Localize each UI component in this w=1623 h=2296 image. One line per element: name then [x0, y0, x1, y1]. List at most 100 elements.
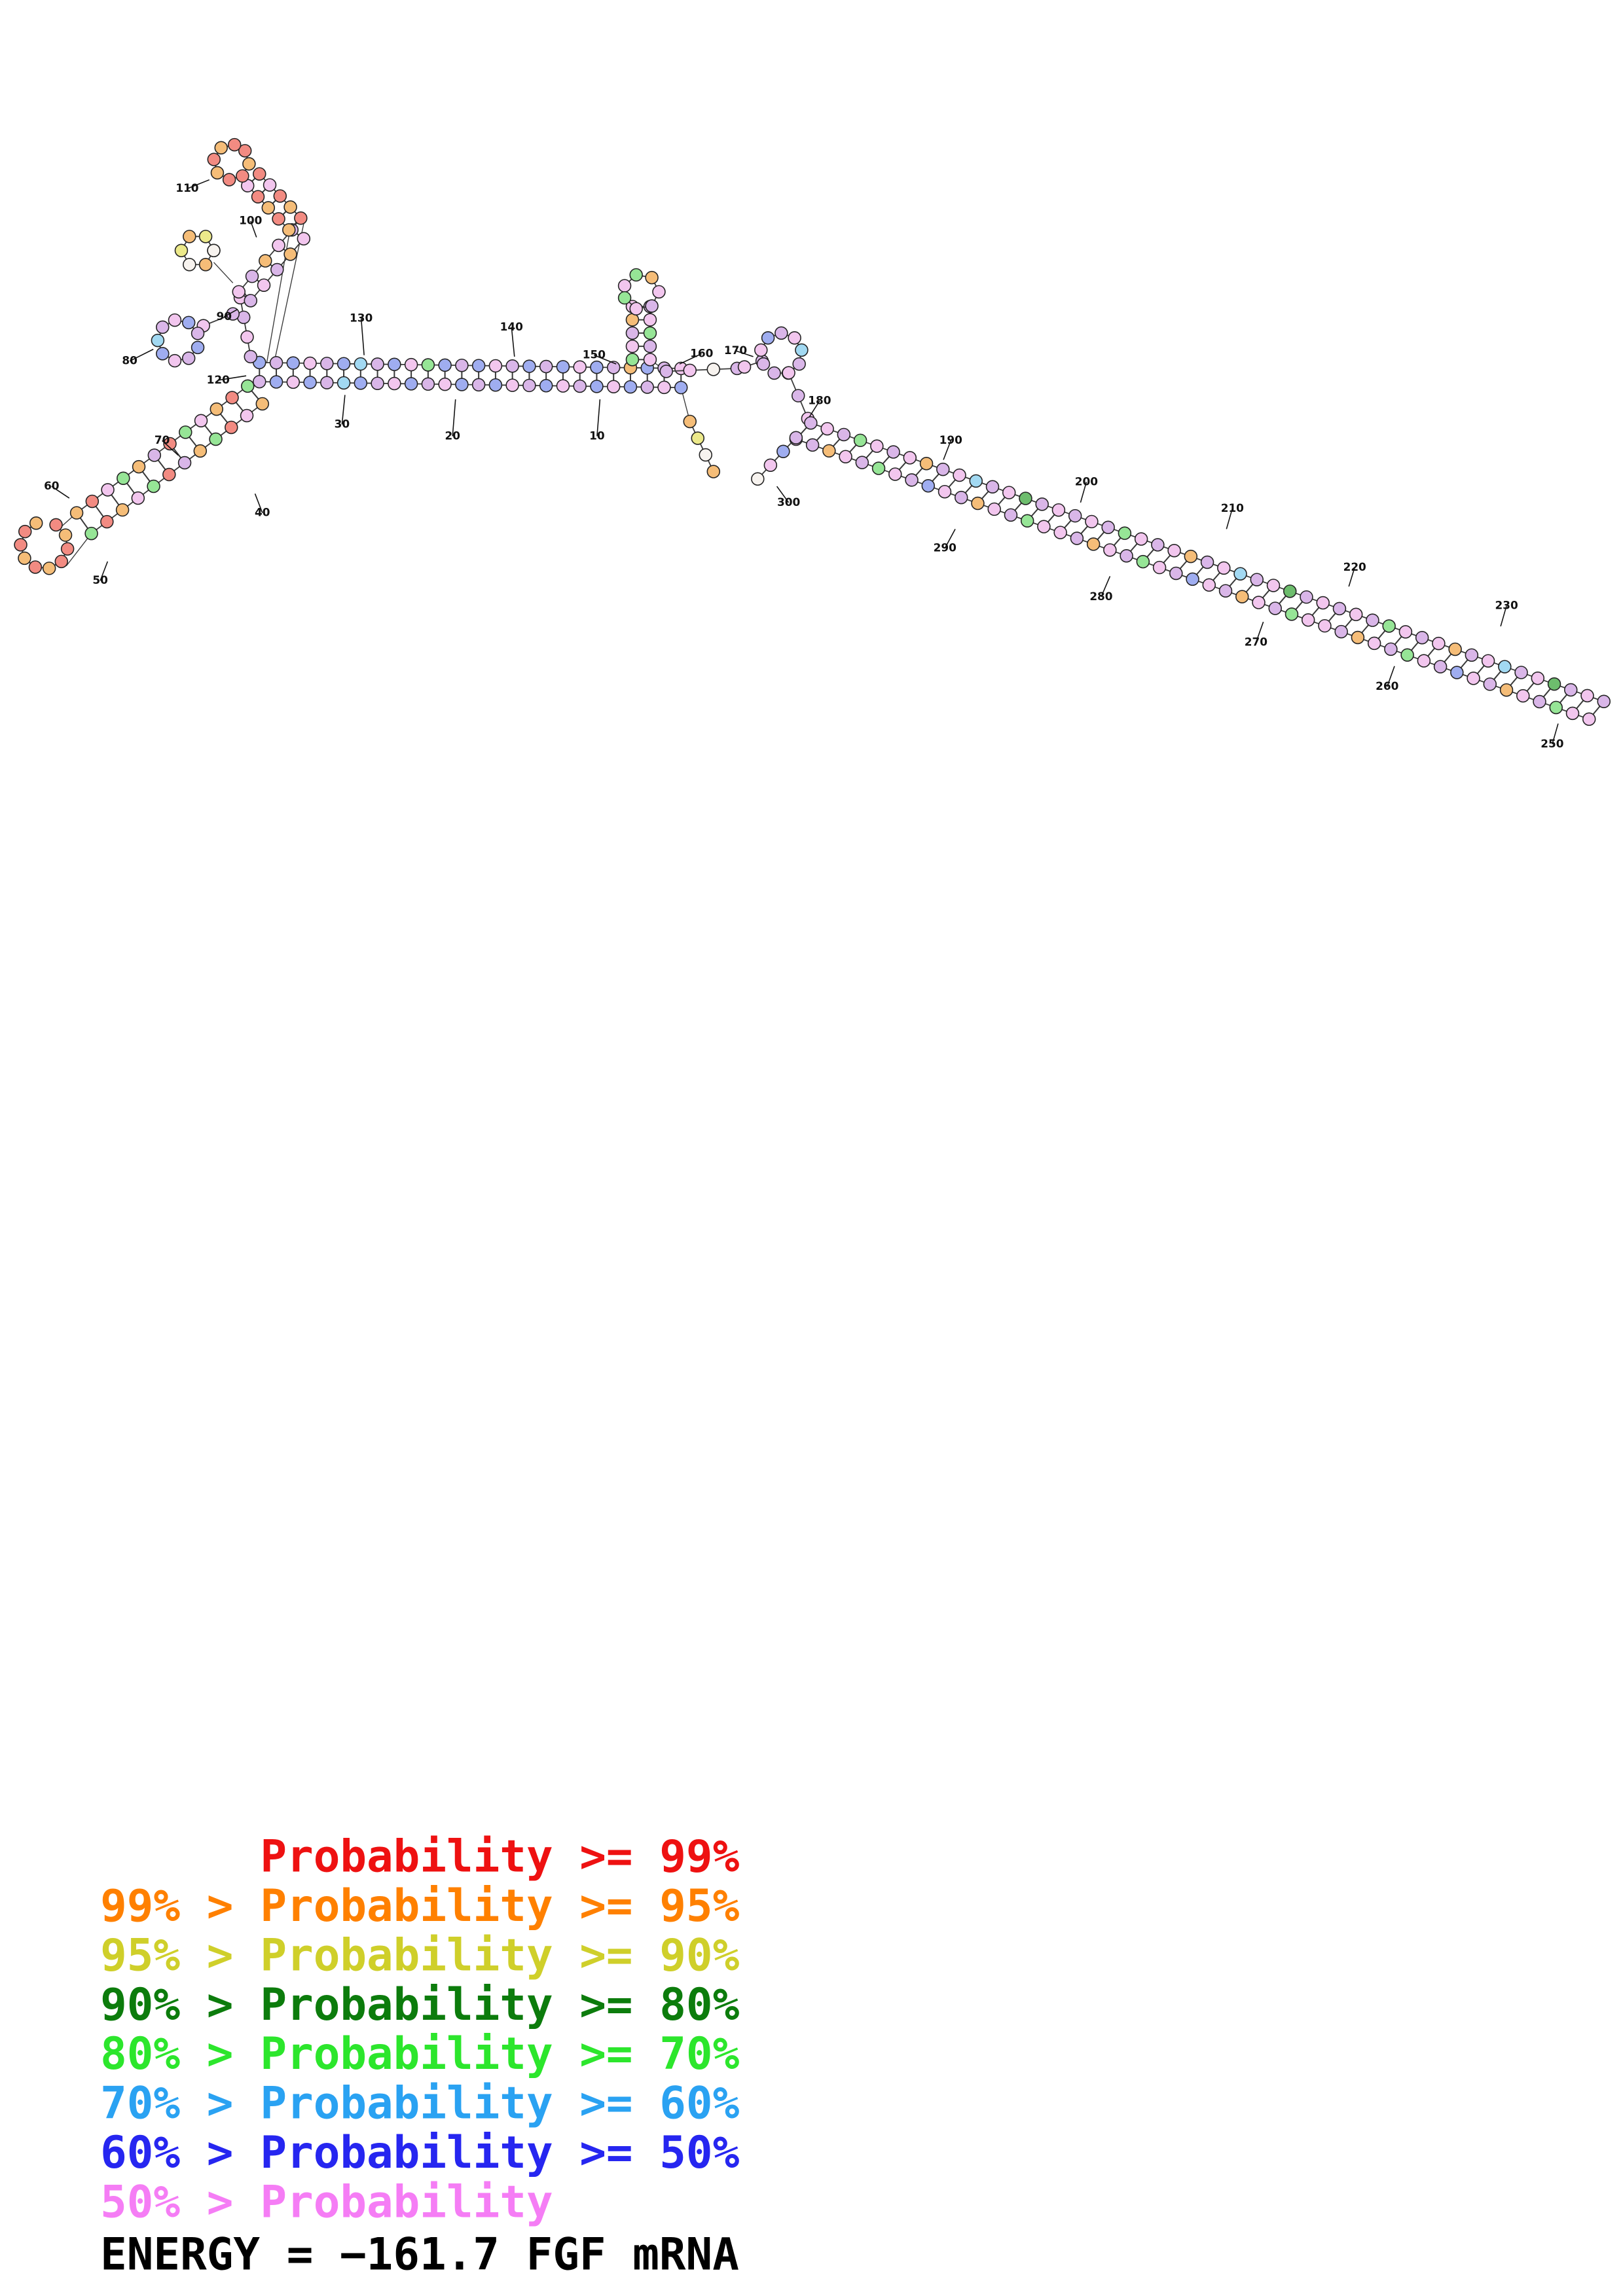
nucleotide-dot — [240, 408, 254, 423]
nucleotide-dot — [1400, 648, 1414, 662]
nucleotide-dot — [936, 462, 950, 476]
nucleotide-dot — [388, 357, 401, 372]
nucleotide-dot — [1433, 660, 1448, 673]
nucleotide-dot — [1020, 514, 1034, 528]
nucleotide-dot — [282, 223, 296, 237]
nucleotide-dot — [617, 291, 632, 305]
nucleotide-dot — [174, 243, 189, 258]
nucleotide-dot — [1398, 625, 1413, 639]
nucleotide-dot — [522, 378, 536, 393]
nucleotide-dot — [625, 313, 640, 327]
nucleotide-dot — [805, 438, 820, 452]
position-label-150: 150 — [583, 348, 606, 361]
label-tick — [1226, 508, 1233, 529]
label-tick — [735, 350, 754, 357]
nucleotide-dot — [1549, 700, 1563, 715]
position-label-160: 160 — [690, 346, 713, 359]
nucleotide-dot — [273, 189, 287, 203]
nucleotide-dot — [1118, 526, 1132, 540]
nucleotide-dot — [270, 262, 284, 277]
nucleotide-dot — [804, 416, 818, 430]
nucleotide-dot — [191, 340, 205, 355]
nucleotide-dot — [438, 358, 452, 372]
nucleotide-dot — [245, 269, 259, 283]
nucleotide-dot — [251, 190, 265, 204]
backbone-line — [65, 533, 92, 567]
nucleotide-dot — [147, 479, 160, 493]
nucleotide-dot — [870, 439, 884, 453]
legend-label-6: Probability >= 50% — [260, 2126, 739, 2178]
nucleotide-dot — [214, 141, 228, 154]
nucleotide-dot — [505, 359, 519, 373]
label-tick — [129, 348, 154, 362]
nucleotide-dot — [556, 360, 570, 374]
nucleotide-dot — [792, 357, 806, 371]
nucleotide-dot — [84, 526, 98, 541]
position-label-210: 210 — [1221, 501, 1244, 514]
nucleotide-dot — [207, 243, 221, 258]
nucleotide-dot — [100, 514, 114, 529]
position-label-290: 290 — [934, 541, 957, 554]
position-label-270: 270 — [1245, 636, 1267, 649]
nucleotide-dot — [606, 380, 621, 393]
legend-label-0: Probability >= 99% — [260, 1831, 739, 1882]
legend-label-4: Probability >= 70% — [260, 2028, 739, 2079]
nucleotide-dot — [985, 480, 1000, 493]
nucleotide-dot — [488, 378, 503, 392]
nucleotide-dot — [1169, 566, 1183, 581]
label-tick — [1348, 567, 1355, 587]
nucleotide-dot — [1120, 548, 1133, 563]
nucleotide-dot — [297, 232, 311, 246]
label-tick — [596, 399, 601, 437]
nucleotide-dot — [1250, 573, 1264, 586]
position-label-40: 40 — [255, 506, 270, 519]
label-tick — [223, 309, 238, 317]
nucleotide-dot — [181, 315, 196, 330]
label-tick — [1080, 482, 1087, 503]
label-tick — [511, 327, 515, 357]
position-label-70: 70 — [155, 433, 170, 446]
nucleotide-dot — [699, 448, 713, 462]
nucleotide-dot — [1252, 596, 1266, 609]
nucleotide-dot — [183, 230, 196, 243]
nucleotide-dot — [938, 484, 952, 499]
nucleotide-dot — [645, 299, 659, 313]
nucleotide-dot — [706, 363, 721, 376]
label-tick — [594, 354, 617, 365]
nucleotide-dot — [629, 302, 643, 315]
nucleotide-dot — [1301, 613, 1315, 627]
nucleotide-dot — [505, 378, 519, 392]
nucleotide-dot — [303, 376, 317, 389]
label-tick — [254, 493, 263, 513]
nucleotide-dot — [1233, 567, 1247, 581]
label-tick — [943, 440, 952, 460]
nucleotide-dot — [286, 375, 301, 389]
nucleotide-dot — [1366, 613, 1379, 627]
nucleotide-dot — [147, 448, 162, 462]
nucleotide-dot — [286, 356, 301, 370]
nucleotide-dot — [1184, 549, 1198, 564]
nucleotide-dot — [756, 357, 771, 371]
nucleotide-dot — [283, 200, 297, 214]
label-tick — [187, 179, 210, 189]
nucleotide-dot — [795, 343, 809, 357]
nucleotide-dot — [488, 359, 503, 373]
label-tick — [1552, 723, 1559, 745]
nucleotide-dot — [1334, 624, 1348, 639]
nucleotide-dot — [156, 347, 170, 361]
nucleotide-dot — [471, 359, 486, 372]
position-label-100: 100 — [239, 214, 262, 227]
nucleotide-dot — [1417, 654, 1431, 668]
nucleotide-dot — [193, 444, 208, 458]
position-label-200: 200 — [1075, 475, 1098, 488]
nucleotide-dot — [590, 380, 604, 393]
nucleotide-dot — [337, 357, 351, 370]
position-label-20: 20 — [445, 429, 460, 442]
nucleotide-dot — [1483, 677, 1497, 691]
nucleotide-dot — [691, 431, 704, 445]
nucleotide-dot — [232, 285, 246, 299]
nucleotide-dot — [1465, 648, 1479, 662]
position-label-layer: 110 100 90 80 120 130 140 150 160 170 30 20 10 70 60 50… — [44, 179, 1564, 750]
nucleotide-dot — [1580, 689, 1594, 703]
nucleotide-dot — [181, 351, 196, 365]
